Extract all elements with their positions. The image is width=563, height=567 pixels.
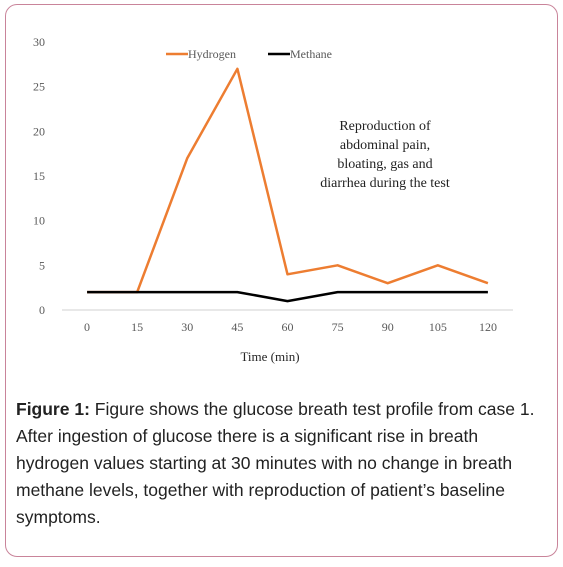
x-tick-label: 105 bbox=[429, 320, 447, 334]
annotation-line: diarrhea during the test bbox=[320, 176, 450, 191]
x-tick-label: 90 bbox=[382, 320, 394, 334]
caption-label: Figure 1: bbox=[16, 399, 90, 419]
legend: Hydrogen Methane bbox=[166, 47, 332, 61]
breath-test-chart: 0 5 10 15 20 25 30 0 15 30 45 60 75 90 105 120 Hydroge… bbox=[33, 35, 513, 364]
y-tick-label: 15 bbox=[33, 169, 45, 183]
annotation-line: abdominal pain, bbox=[340, 138, 430, 153]
series-line-hydrogen bbox=[87, 67, 489, 294]
x-tick-label: 75 bbox=[332, 320, 344, 334]
x-tick-label: 60 bbox=[282, 320, 294, 334]
x-tick-label: 45 bbox=[231, 320, 243, 334]
symptom-annotation: Reproduction of abdominal pain, bloating, … bbox=[320, 119, 450, 191]
caption-text: Figure shows the glucose breath test pro… bbox=[16, 399, 535, 527]
legend-entry: Hydrogen bbox=[188, 47, 236, 61]
y-tick-label: 20 bbox=[33, 124, 45, 138]
y-tick-label: 10 bbox=[33, 214, 45, 228]
figure-caption: Figure 1: Figure shows the glucose breat… bbox=[16, 396, 546, 531]
x-tick-label: 120 bbox=[479, 320, 497, 334]
y-tick-label: 30 bbox=[33, 35, 45, 49]
y-tick-label: 25 bbox=[33, 80, 45, 94]
legend-entry: Methane bbox=[290, 47, 332, 61]
annotation-line: bloating, gas and bbox=[337, 157, 432, 172]
figure-frame bbox=[5, 4, 558, 557]
annotation-line: Reproduction of bbox=[339, 119, 431, 134]
x-axis-label: Time (min) bbox=[240, 349, 299, 364]
y-tick-label: 0 bbox=[39, 303, 45, 317]
x-tick-label: 0 bbox=[84, 320, 90, 334]
series-line-methane bbox=[87, 290, 488, 303]
x-axis-ticks: 0 15 30 45 60 75 90 105 120 bbox=[84, 320, 497, 334]
x-tick-label: 30 bbox=[181, 320, 193, 334]
x-tick-label: 15 bbox=[131, 320, 143, 334]
y-tick-label: 5 bbox=[39, 258, 45, 272]
series-lines bbox=[87, 67, 489, 303]
y-axis-ticks: 0 5 10 15 20 25 30 bbox=[33, 35, 45, 317]
